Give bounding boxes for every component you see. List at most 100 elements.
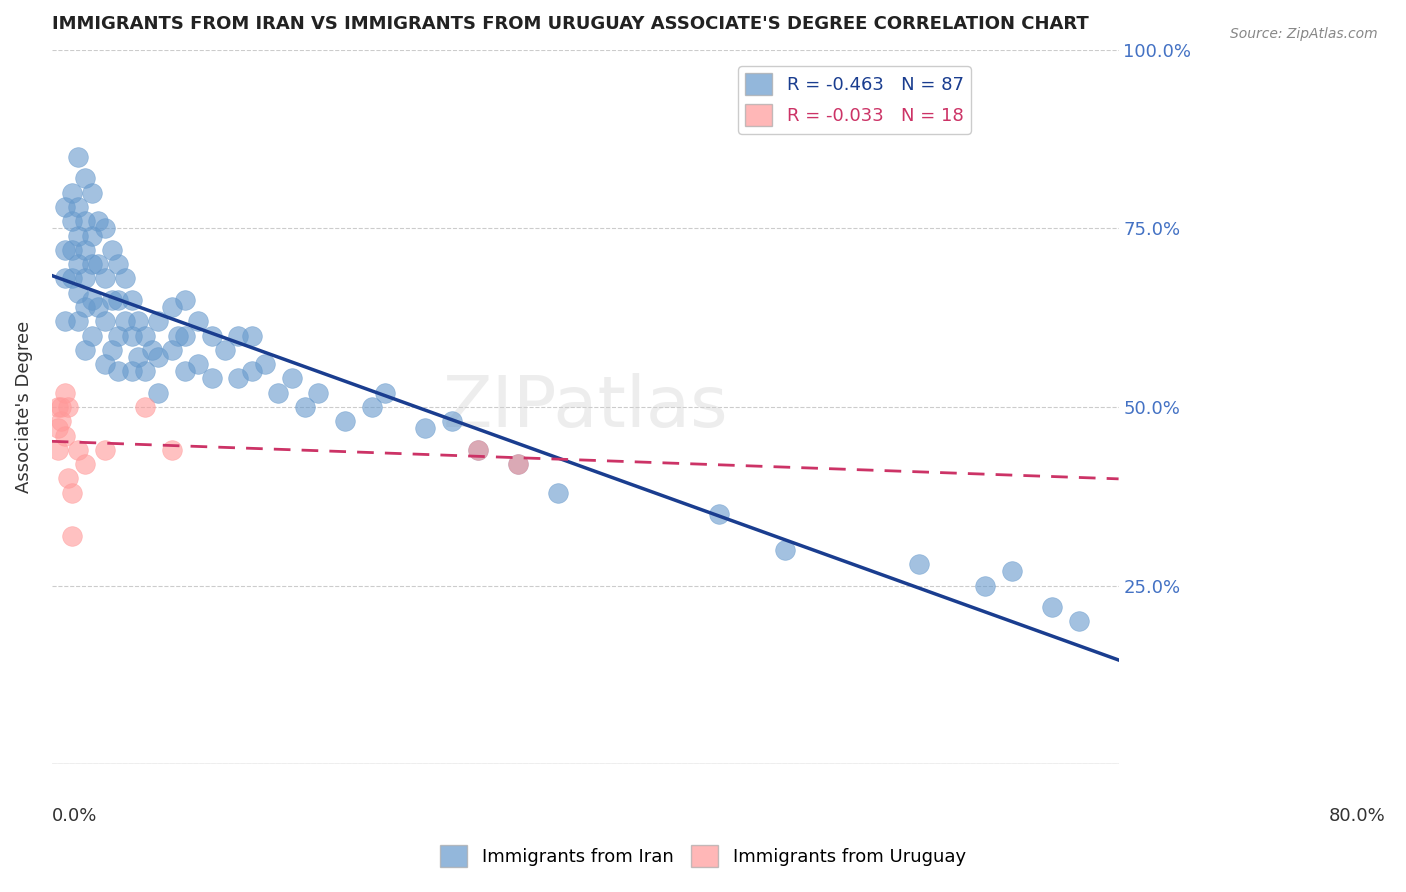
Point bbox=[228, 328, 250, 343]
Point bbox=[508, 457, 530, 471]
Point bbox=[56, 400, 79, 414]
Point bbox=[127, 350, 149, 364]
Point bbox=[53, 428, 76, 442]
Point bbox=[308, 385, 330, 400]
Point bbox=[60, 529, 83, 543]
Point bbox=[48, 400, 70, 414]
Point bbox=[773, 543, 796, 558]
Point bbox=[75, 243, 97, 257]
Point bbox=[467, 442, 489, 457]
Point bbox=[281, 371, 304, 385]
Point bbox=[174, 364, 197, 378]
Text: Source: ZipAtlas.com: Source: ZipAtlas.com bbox=[1230, 27, 1378, 41]
Point bbox=[60, 214, 83, 228]
Point bbox=[148, 350, 170, 364]
Point bbox=[107, 257, 129, 271]
Point bbox=[67, 257, 90, 271]
Point bbox=[174, 293, 197, 307]
Point bbox=[48, 421, 70, 435]
Point bbox=[160, 300, 183, 314]
Point bbox=[134, 400, 156, 414]
Point bbox=[60, 243, 83, 257]
Point bbox=[75, 343, 97, 357]
Point bbox=[974, 579, 997, 593]
Point bbox=[907, 558, 929, 572]
Point bbox=[254, 357, 277, 371]
Text: 80.0%: 80.0% bbox=[1329, 807, 1385, 825]
Point bbox=[56, 471, 79, 485]
Point bbox=[53, 271, 76, 285]
Point bbox=[467, 442, 489, 457]
Point bbox=[60, 186, 83, 200]
Y-axis label: Associate's Degree: Associate's Degree bbox=[15, 321, 32, 493]
Point bbox=[240, 364, 263, 378]
Point bbox=[67, 442, 90, 457]
Point bbox=[167, 328, 190, 343]
Point bbox=[141, 343, 163, 357]
Point bbox=[201, 371, 224, 385]
Point bbox=[60, 271, 83, 285]
Point bbox=[94, 271, 117, 285]
Point bbox=[53, 314, 76, 328]
Point bbox=[707, 507, 730, 521]
Point bbox=[94, 221, 117, 235]
Point bbox=[114, 271, 136, 285]
Point bbox=[67, 200, 90, 214]
Point bbox=[121, 293, 143, 307]
Point bbox=[413, 421, 436, 435]
Point bbox=[201, 328, 224, 343]
Point bbox=[228, 371, 250, 385]
Point bbox=[67, 314, 90, 328]
Point bbox=[187, 314, 209, 328]
Text: IMMIGRANTS FROM IRAN VS IMMIGRANTS FROM URUGUAY ASSOCIATE'S DEGREE CORRELATION C: IMMIGRANTS FROM IRAN VS IMMIGRANTS FROM … bbox=[52, 15, 1088, 33]
Point bbox=[87, 257, 110, 271]
Point bbox=[75, 300, 97, 314]
Point bbox=[240, 328, 263, 343]
Point bbox=[333, 414, 356, 428]
Point bbox=[49, 400, 72, 414]
Point bbox=[121, 364, 143, 378]
Point bbox=[100, 243, 122, 257]
Point bbox=[67, 285, 90, 300]
Point bbox=[87, 300, 110, 314]
Point bbox=[107, 328, 129, 343]
Point bbox=[508, 457, 530, 471]
Point bbox=[53, 385, 76, 400]
Point bbox=[94, 314, 117, 328]
Point bbox=[134, 328, 156, 343]
Point bbox=[267, 385, 290, 400]
Point bbox=[75, 171, 97, 186]
Point bbox=[80, 293, 103, 307]
Point bbox=[360, 400, 382, 414]
Point bbox=[67, 150, 90, 164]
Point bbox=[174, 328, 197, 343]
Point bbox=[294, 400, 316, 414]
Point bbox=[75, 457, 97, 471]
Point bbox=[48, 442, 70, 457]
Point bbox=[374, 385, 396, 400]
Point bbox=[80, 186, 103, 200]
Point bbox=[60, 485, 83, 500]
Point bbox=[107, 364, 129, 378]
Point bbox=[187, 357, 209, 371]
Point bbox=[148, 314, 170, 328]
Point bbox=[127, 314, 149, 328]
Legend: Immigrants from Iran, Immigrants from Uruguay: Immigrants from Iran, Immigrants from Ur… bbox=[433, 838, 973, 874]
Point bbox=[53, 200, 76, 214]
Point bbox=[94, 442, 117, 457]
Text: 0.0%: 0.0% bbox=[52, 807, 97, 825]
Point bbox=[114, 314, 136, 328]
Point bbox=[94, 357, 117, 371]
Point bbox=[67, 228, 90, 243]
Text: ZIPatlas: ZIPatlas bbox=[443, 373, 728, 442]
Point bbox=[87, 214, 110, 228]
Point bbox=[160, 343, 183, 357]
Point bbox=[107, 293, 129, 307]
Point bbox=[214, 343, 236, 357]
Point bbox=[547, 485, 569, 500]
Point bbox=[148, 385, 170, 400]
Point bbox=[49, 414, 72, 428]
Point bbox=[134, 364, 156, 378]
Point bbox=[160, 442, 183, 457]
Point bbox=[1001, 565, 1024, 579]
